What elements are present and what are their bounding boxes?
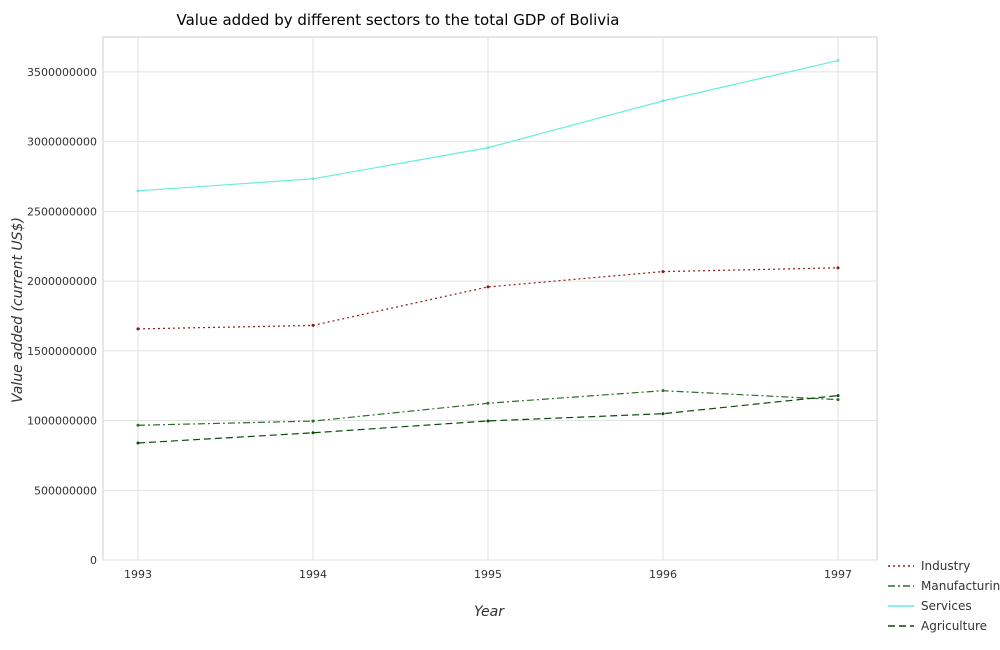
y-tick-label: 2500000000 bbox=[27, 205, 97, 218]
y-axis-label: Value added (current US$) bbox=[10, 217, 26, 403]
series-lines bbox=[136, 59, 840, 445]
legend: Industry Manufacturing Services Agriculture bbox=[888, 559, 1000, 633]
legend-label-industry: Industry bbox=[921, 559, 970, 573]
data-point-manufacturing bbox=[311, 419, 315, 423]
data-point-agriculture bbox=[311, 431, 315, 435]
gridlines bbox=[102, 36, 878, 561]
legend-label-manufacturing: Manufacturing bbox=[921, 579, 1000, 593]
y-tick-label: 3000000000 bbox=[27, 136, 97, 149]
x-tick-label: 1994 bbox=[299, 568, 327, 581]
series-line-agriculture bbox=[137, 394, 839, 444]
y-tick-label: 500000000 bbox=[34, 484, 97, 497]
data-point-manufacturing bbox=[136, 423, 140, 427]
legend-label-services: Services bbox=[921, 599, 972, 613]
data-point-industry bbox=[136, 327, 140, 331]
x-tick-label: 1995 bbox=[474, 568, 502, 581]
x-tick-labels: 1993 1994 1995 1996 1997 bbox=[124, 568, 852, 581]
data-point-industry bbox=[311, 323, 315, 327]
data-point-manufacturing bbox=[486, 401, 490, 405]
x-axis-label: Year bbox=[474, 604, 505, 620]
y-tick-label: 1500000000 bbox=[27, 345, 97, 358]
data-point-agriculture bbox=[136, 441, 140, 445]
x-tick-label: 1993 bbox=[124, 568, 152, 581]
data-point-agriculture bbox=[836, 394, 840, 398]
x-tick-label: 1997 bbox=[824, 568, 852, 581]
plot-frame bbox=[102, 36, 878, 561]
data-point-agriculture bbox=[661, 412, 665, 416]
data-point-services bbox=[661, 99, 665, 103]
y-tick-label: 0 bbox=[90, 554, 97, 567]
data-point-manufacturing bbox=[836, 398, 840, 402]
data-point-industry bbox=[661, 270, 665, 274]
y-tick-label: 2000000000 bbox=[27, 275, 97, 288]
chart-title: Value added by different sectors to the … bbox=[177, 11, 620, 29]
data-point-industry bbox=[486, 285, 490, 289]
x-tick-label: 1996 bbox=[649, 568, 677, 581]
data-point-services bbox=[136, 189, 140, 193]
y-tick-label: 3500000000 bbox=[27, 66, 97, 79]
data-point-manufacturing bbox=[661, 389, 665, 393]
y-tick-label: 1000000000 bbox=[27, 415, 97, 428]
legend-label-agriculture: Agriculture bbox=[921, 619, 987, 633]
y-tick-labels: 0 500000000 1000000000 1500000000 2000000000… bbox=[27, 66, 97, 567]
series-line-industry bbox=[137, 267, 839, 330]
data-point-industry bbox=[836, 266, 840, 270]
data-point-services bbox=[836, 59, 840, 63]
data-point-services bbox=[486, 146, 490, 150]
data-point-services bbox=[311, 177, 315, 181]
data-point-agriculture bbox=[486, 419, 490, 423]
